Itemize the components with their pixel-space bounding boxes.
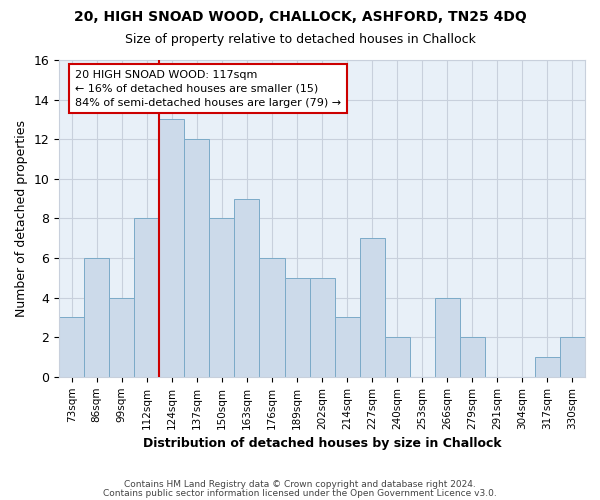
Text: Contains HM Land Registry data © Crown copyright and database right 2024.: Contains HM Land Registry data © Crown c… <box>124 480 476 489</box>
Text: Size of property relative to detached houses in Challock: Size of property relative to detached ho… <box>125 32 475 46</box>
Bar <box>209 218 235 377</box>
Bar <box>109 298 134 377</box>
X-axis label: Distribution of detached houses by size in Challock: Distribution of detached houses by size … <box>143 437 502 450</box>
Bar <box>134 218 160 377</box>
Bar <box>310 278 335 377</box>
Text: Contains public sector information licensed under the Open Government Licence v3: Contains public sector information licen… <box>103 489 497 498</box>
Bar <box>184 139 209 377</box>
Bar <box>335 318 359 377</box>
Y-axis label: Number of detached properties: Number of detached properties <box>15 120 28 317</box>
Bar <box>84 258 109 377</box>
Text: 20, HIGH SNOAD WOOD, CHALLOCK, ASHFORD, TN25 4DQ: 20, HIGH SNOAD WOOD, CHALLOCK, ASHFORD, … <box>74 10 526 24</box>
Bar <box>560 337 585 377</box>
Bar <box>359 238 385 377</box>
Text: 20 HIGH SNOAD WOOD: 117sqm
← 16% of detached houses are smaller (15)
84% of semi: 20 HIGH SNOAD WOOD: 117sqm ← 16% of deta… <box>75 70 341 108</box>
Bar <box>235 198 259 377</box>
Bar <box>535 357 560 377</box>
Bar <box>385 337 410 377</box>
Bar <box>259 258 284 377</box>
Bar <box>160 120 184 377</box>
Bar <box>59 318 84 377</box>
Bar <box>284 278 310 377</box>
Bar <box>460 337 485 377</box>
Bar <box>435 298 460 377</box>
